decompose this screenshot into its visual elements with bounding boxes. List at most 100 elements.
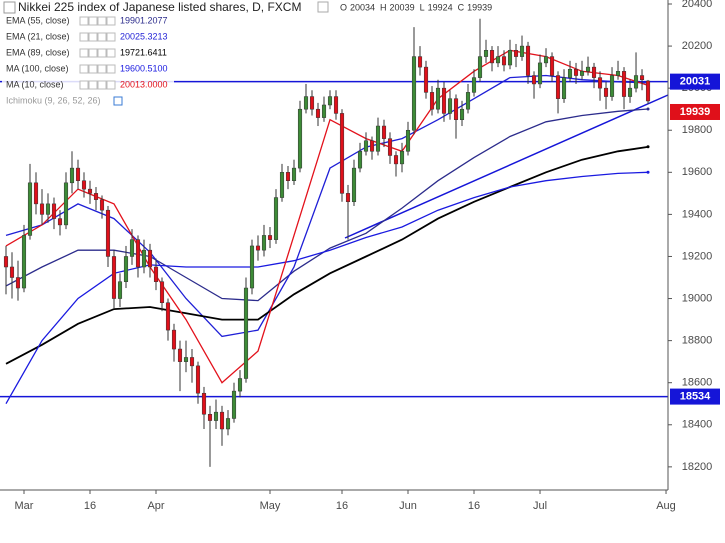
candle-body	[585, 66, 591, 72]
level-tag-label: 18534	[680, 390, 711, 402]
legend-icon[interactable]	[79, 64, 89, 74]
legend-icon[interactable]	[79, 32, 89, 42]
candle-body	[57, 218, 63, 226]
legend-icon[interactable]	[88, 32, 98, 42]
candle-body	[87, 188, 93, 194]
y-tick-label: 18800	[682, 335, 713, 347]
legend-name: MA (100, close)	[6, 63, 69, 73]
legend-icon[interactable]	[88, 64, 98, 74]
legend-value: 19901.2077	[120, 15, 168, 25]
candle-body	[75, 167, 81, 181]
last-price-tag	[670, 103, 720, 120]
legend-name: EMA (21, close)	[6, 31, 70, 41]
candle-body	[183, 357, 189, 362]
x-tick-label: Jun	[399, 500, 417, 512]
candle-body	[477, 56, 483, 78]
candle-body	[297, 108, 303, 169]
candle-body	[429, 92, 435, 110]
candle-body	[339, 113, 345, 194]
legend-icon[interactable]	[97, 16, 107, 26]
legend-icon[interactable]	[79, 16, 89, 26]
legend-icon[interactable]	[106, 48, 116, 58]
candle-body	[615, 71, 621, 76]
candle-body	[249, 245, 255, 289]
header-icon[interactable]	[3, 1, 16, 14]
legend-icon[interactable]	[113, 96, 123, 106]
quote-value: 19939	[467, 2, 492, 12]
y-tick-label: 19000	[682, 292, 713, 304]
candle-body	[375, 125, 381, 152]
candle-body	[537, 62, 543, 85]
candle-body	[387, 138, 393, 156]
y-tick-label: 18600	[682, 377, 713, 389]
quote-label: O	[340, 2, 347, 12]
legend-icon[interactable]	[97, 32, 107, 42]
x-tick-label: May	[260, 500, 281, 512]
candle-body	[399, 151, 405, 165]
candle-body	[27, 182, 33, 236]
y-tick-label: 19600	[682, 166, 713, 178]
legend-value: 19721.6411	[120, 47, 167, 57]
candle-body	[345, 193, 351, 203]
candle-body	[201, 392, 207, 415]
candle-body	[411, 56, 417, 131]
legend-icon[interactable]	[79, 80, 89, 90]
legend-icon[interactable]	[106, 64, 116, 74]
candle-body	[351, 167, 357, 203]
candle-body	[471, 77, 477, 93]
candle-body	[513, 50, 519, 57]
candle-body	[603, 87, 609, 97]
candle-body	[381, 125, 387, 139]
candle-body	[441, 87, 447, 114]
candle-body	[627, 87, 633, 97]
legend-icon[interactable]	[97, 80, 107, 90]
candle-body	[273, 197, 279, 240]
legend-icon[interactable]	[88, 80, 98, 90]
candle-body	[447, 98, 453, 114]
quote-value: 19924	[428, 2, 453, 12]
indicator-last-point	[646, 145, 650, 149]
indicator-line	[5, 146, 649, 365]
legend-value: 20025.3213	[120, 31, 168, 41]
candle-body	[303, 96, 309, 110]
indicator-line	[5, 74, 649, 338]
legend-icon[interactable]	[88, 48, 98, 58]
candle-body	[165, 302, 171, 331]
last-price-label: 19939	[680, 106, 711, 118]
legend-icon[interactable]	[106, 16, 116, 26]
x-tick-label: 16	[84, 500, 96, 512]
legend-name: Ichimoku (9, 26, 52, 26)	[6, 95, 101, 105]
candle-body	[159, 281, 165, 304]
axis-layer: 18200 18400 18600 18800 19000 19200 19400 19600…	[15, 0, 720, 512]
candle-body	[93, 193, 99, 200]
candle-body	[231, 390, 237, 419]
legend-icon[interactable]	[97, 48, 107, 58]
candle-body	[645, 80, 651, 102]
y-tick-label: 19800	[682, 124, 713, 136]
candle-body	[609, 75, 615, 97]
candle-body	[369, 140, 375, 152]
legend-icon[interactable]	[88, 16, 98, 26]
legend-value: 20013.0000	[120, 79, 168, 89]
candle-body	[267, 235, 273, 240]
header-icon[interactable]	[317, 1, 329, 13]
candle-body	[177, 348, 183, 362]
candle-body	[327, 96, 333, 106]
candle-body	[465, 92, 471, 110]
legend-name: MA (10, close)	[6, 79, 64, 89]
legend-icon[interactable]	[97, 64, 107, 74]
candle-body	[405, 129, 411, 152]
candle-body	[123, 256, 129, 282]
candle-body	[453, 98, 459, 120]
candle-body	[597, 77, 603, 89]
y-tick-label: 18200	[682, 461, 713, 473]
indicator-last-point	[646, 107, 650, 111]
candle-body	[549, 56, 555, 76]
legend-icon[interactable]	[79, 48, 89, 58]
candle-body	[207, 414, 213, 421]
x-tick-label: 16	[468, 500, 480, 512]
legend-icon[interactable]	[106, 32, 116, 42]
candle-body	[393, 155, 399, 165]
legend-icon[interactable]	[106, 80, 116, 90]
candle-body	[15, 277, 21, 289]
